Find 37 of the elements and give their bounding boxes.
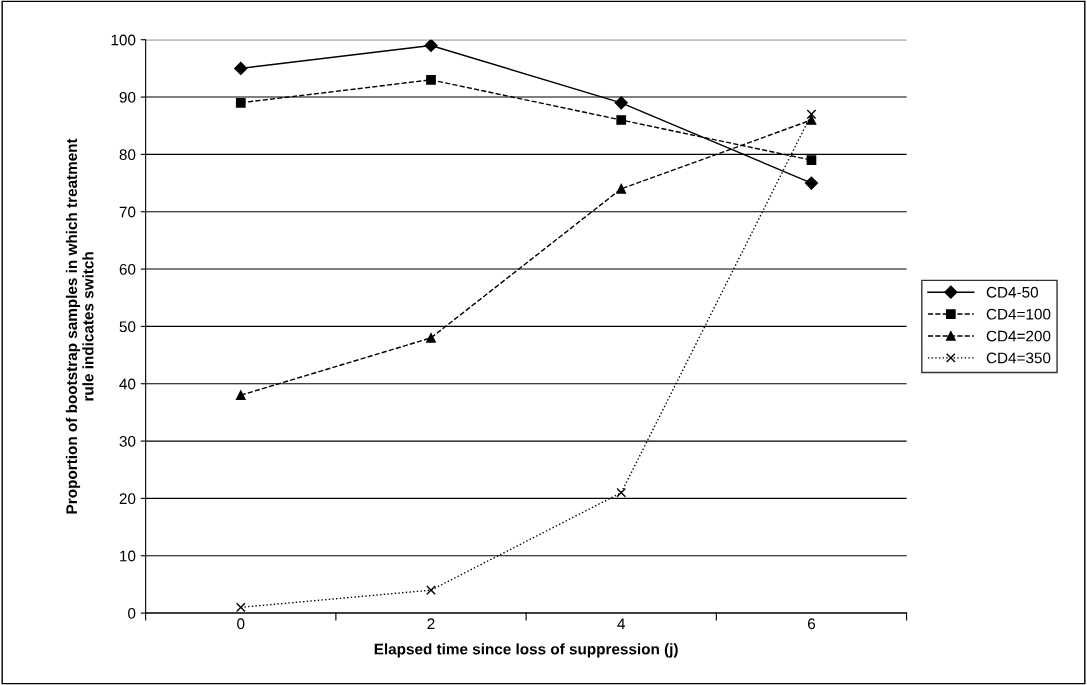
point [234, 61, 248, 75]
x-tick-label: 2 [427, 618, 435, 630]
x-tick-label: 4 [617, 618, 626, 630]
point [614, 96, 628, 110]
point [806, 115, 817, 125]
y-tick-label: 70 [119, 206, 136, 218]
point [426, 585, 436, 596]
y-tick-label: 40 [119, 378, 136, 390]
x-tick-label: 6 [807, 618, 816, 630]
legend-label: CD4=100 [986, 308, 1051, 320]
point [616, 115, 627, 125]
y-tick-label: 30 [119, 435, 136, 447]
point [426, 333, 436, 343]
y-tick-label: 0 [128, 607, 136, 619]
y-axis-title: Proportion of bootstrap samples in which treatment rule indicates switch [65, 138, 94, 514]
point [806, 155, 817, 165]
y-tick-label: 50 [119, 321, 136, 333]
legend-label: CD4=200 [986, 330, 1051, 342]
point [424, 39, 438, 53]
y-tick-label: 90 [119, 91, 136, 103]
y-tick-label: 20 [119, 493, 136, 505]
point [426, 75, 436, 85]
legend-label: CD4=350 [986, 352, 1051, 364]
y-tick-label: 60 [119, 263, 136, 275]
point [235, 602, 246, 613]
point [616, 487, 627, 498]
x-axis-title: Elapsed time since loss of suppression (j) [374, 643, 678, 658]
y-tick-label: 100 [111, 34, 136, 46]
point [806, 109, 817, 120]
y-tick-label: 10 [120, 550, 136, 562]
point [616, 183, 627, 194]
point [235, 390, 246, 401]
point [235, 97, 246, 108]
point [804, 176, 819, 190]
legend-label: CD4-50 [986, 286, 1039, 298]
x-tick-label: 0 [237, 618, 245, 630]
y-tick-label: 80 [119, 149, 136, 161]
